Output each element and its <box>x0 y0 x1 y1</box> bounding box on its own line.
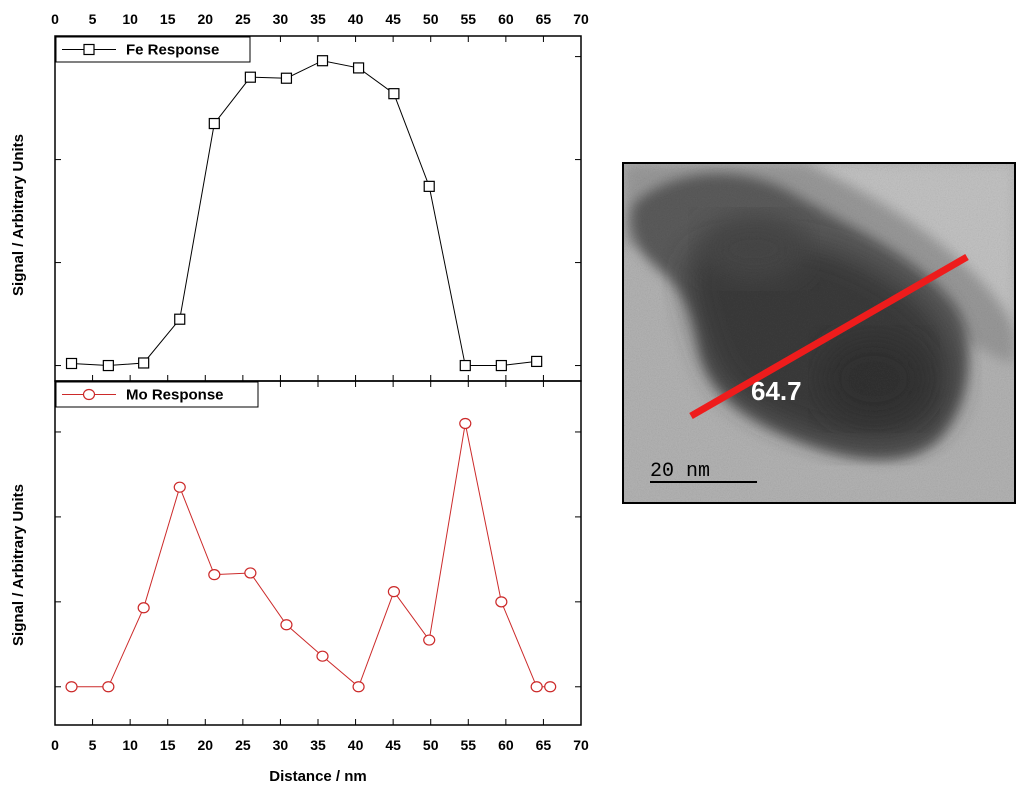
x-tick-label: 45 <box>385 11 401 27</box>
x-tick-label: 55 <box>460 737 476 753</box>
data-point <box>530 681 543 693</box>
data-point <box>544 681 557 693</box>
x-tick-label: 10 <box>122 737 138 753</box>
data-point <box>102 359 114 372</box>
x-tick-label: 15 <box>160 11 176 27</box>
series-line <box>71 423 551 688</box>
data-point <box>174 313 186 325</box>
x-tick-label: 35 <box>310 737 326 753</box>
data-point <box>423 634 436 646</box>
legend-marker <box>83 43 95 56</box>
series-line <box>71 60 537 367</box>
x-tick-label: 65 <box>536 11 552 27</box>
tem-micrograph: 64.7 20 nm <box>622 162 1016 504</box>
x-tick-label: 15 <box>160 737 176 753</box>
x-tick-label: 35 <box>310 11 326 27</box>
data-point <box>316 650 329 662</box>
x-tick-label: 60 <box>498 11 514 27</box>
x-tick-label: 20 <box>197 11 213 27</box>
data-point <box>137 602 150 614</box>
data-point <box>388 88 400 100</box>
data-point <box>495 359 507 372</box>
data-point <box>138 357 150 369</box>
data-point <box>280 619 293 631</box>
x-tick-label: 40 <box>348 737 364 753</box>
x-tick-label: 30 <box>273 11 289 27</box>
data-point <box>173 481 186 493</box>
x-tick-label: 70 <box>573 737 589 753</box>
data-point <box>423 180 435 192</box>
x-tick-label: 50 <box>423 11 439 27</box>
data-point <box>459 359 471 372</box>
data-point <box>65 681 78 693</box>
mo-response-panel: 0 5 10 15 20 25 30 35 40 45 50 55 60 65 70 Mo Response <box>51 380 589 753</box>
y-axis-label-bottom: Signal / Arbitrary Units <box>10 484 27 646</box>
x-tick-label: 0 <box>51 11 59 27</box>
x-tick-label: 0 <box>51 737 59 753</box>
x-tick-label: 45 <box>385 737 401 753</box>
x-tick-label: 25 <box>235 737 251 753</box>
fe-response-panel: 0 5 10 15 20 25 30 35 40 45 50 55 60 65 70 Fe Response <box>51 11 589 382</box>
y-axis-label-top: Signal / Arbitrary Units <box>10 134 27 296</box>
legend-marker <box>82 388 96 401</box>
x-tick-label: 25 <box>235 11 251 27</box>
legend-label: Mo Response <box>126 387 224 404</box>
x-tick-label: 40 <box>348 11 364 27</box>
x-axis-label: Distance / nm <box>269 768 367 785</box>
x-tick-label: 5 <box>89 11 97 27</box>
scale-bar-label: 20 nm <box>650 460 710 483</box>
micrograph-image: 64.7 20 nm <box>624 164 1014 502</box>
legend-label: Fe Response <box>126 42 219 59</box>
x-tick-label: 5 <box>89 737 97 753</box>
data-point <box>352 681 365 693</box>
data-point <box>65 357 78 370</box>
data-point <box>208 569 221 581</box>
data-point <box>280 72 293 84</box>
x-tick-label: 70 <box>573 11 589 27</box>
data-point <box>316 55 329 67</box>
x-tick-label: 10 <box>122 11 138 27</box>
x-tick-label: 60 <box>498 737 514 753</box>
plot-frame <box>54 380 582 726</box>
data-point <box>352 62 365 74</box>
x-tick-label: 65 <box>536 737 552 753</box>
data-point <box>244 71 256 83</box>
data-point <box>495 596 508 608</box>
data-point <box>531 355 543 368</box>
x-tick-label: 30 <box>273 737 289 753</box>
measurement-line <box>689 253 969 420</box>
data-point <box>459 417 472 430</box>
x-tick-label: 50 <box>423 737 439 753</box>
data-point <box>102 681 115 693</box>
data-point <box>244 567 257 579</box>
data-point <box>208 117 220 130</box>
data-point <box>387 586 400 598</box>
plot-frame <box>54 35 582 382</box>
x-tick-label: 20 <box>197 737 213 753</box>
measurement-label: 64.7 <box>751 376 802 406</box>
x-tick-label: 55 <box>460 11 476 27</box>
